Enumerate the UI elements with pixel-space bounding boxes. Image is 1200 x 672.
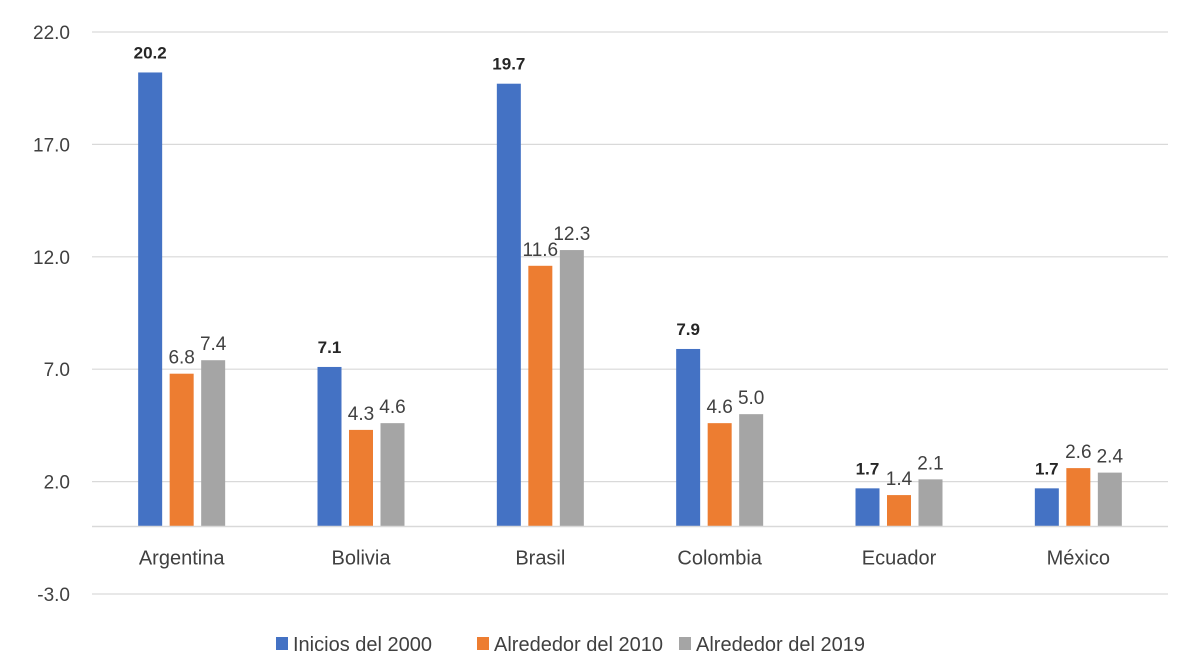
category-label: Colombia [677, 548, 762, 570]
data-label: 5.0 [738, 388, 764, 409]
gridlines [92, 31, 1168, 595]
legend-swatch [679, 637, 691, 650]
y-tick-label: 17.0 [33, 135, 70, 156]
category-label: México [1047, 548, 1110, 570]
data-label: 19.7 [492, 55, 525, 74]
bar [1066, 468, 1091, 527]
bar [559, 250, 584, 527]
data-label: 4.6 [706, 397, 732, 418]
bar [1097, 472, 1122, 527]
data-label: 20.2 [134, 43, 167, 62]
y-tick-label: 2.0 [44, 473, 70, 494]
category-label: Ecuador [862, 548, 937, 570]
data-label: 2.1 [917, 453, 943, 474]
data-label: 7.9 [676, 320, 700, 339]
legend-swatch [477, 637, 489, 650]
data-label: 2.6 [1065, 442, 1091, 463]
y-tick-label: 12.0 [33, 248, 70, 269]
bar [887, 495, 911, 527]
category-label: Brasil [515, 548, 565, 570]
data-label: 11.6 [523, 240, 559, 261]
bar [855, 488, 880, 527]
data-label: 7.1 [318, 338, 342, 357]
y-tick-label: -3.0 [37, 585, 70, 606]
bars [138, 72, 1122, 527]
bar [349, 429, 373, 527]
bar [1034, 488, 1059, 527]
y-tick-label: 7.0 [44, 360, 70, 381]
data-label: 6.8 [168, 348, 194, 369]
data-label: 7.4 [200, 334, 227, 355]
data-label: 4.6 [379, 397, 405, 418]
y-axis-ticks: -3.0 2.0 7.0 12.0 17.0 22.0 [33, 23, 70, 606]
data-label: 1.7 [1035, 459, 1059, 478]
bar [317, 366, 342, 527]
data-label: 1.4 [886, 469, 913, 490]
bar [138, 72, 163, 527]
y-tick-label: 22.0 [33, 23, 70, 44]
bar [169, 373, 194, 527]
bar [676, 348, 701, 527]
bar [918, 479, 943, 527]
data-label: 2.4 [1097, 447, 1124, 468]
data-label: 12.3 [553, 224, 590, 245]
bar [528, 265, 553, 527]
x-axis-categories: Argentina Bolivia Brasil Colombia Ecuador Méx… [139, 548, 1110, 570]
category-label: Bolivia [332, 548, 392, 570]
bar [380, 423, 405, 527]
category-label: Argentina [139, 548, 225, 570]
bar [739, 414, 764, 527]
bar [201, 360, 226, 527]
data-label: 1.7 [856, 459, 880, 478]
legend-label: Inicios del 2000 [293, 634, 432, 656]
legend-swatch [276, 637, 288, 650]
data-label: 4.3 [348, 404, 374, 425]
legend: Inicios del 2000 Alrededor del 2010 Alrede… [276, 634, 865, 656]
bar [707, 423, 732, 527]
legend-label: Alrededor del 2010 [494, 634, 663, 656]
bar [496, 83, 521, 527]
legend-label: Alrededor del 2019 [696, 634, 865, 656]
data-labels: 20.26.87.4 7.14.3 4.619.711.612.37.94.6 5.0… [134, 43, 1124, 490]
